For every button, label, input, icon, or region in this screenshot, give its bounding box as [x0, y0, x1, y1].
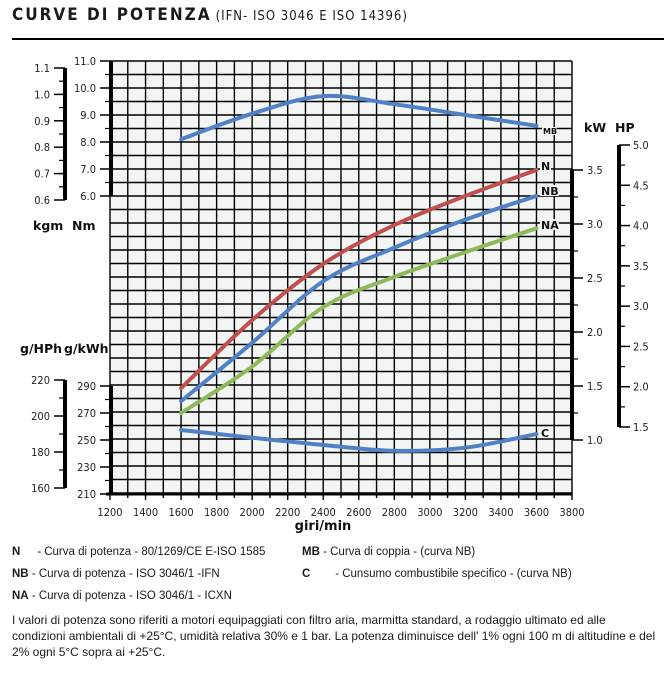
- curve-na: [179, 226, 539, 415]
- nm-axis-tick-label: 10.0: [74, 82, 96, 95]
- gkwh-axis-label: g/kWh: [64, 341, 109, 356]
- curve-label-nb: NB: [541, 185, 559, 198]
- x-tick-label: 3800: [559, 506, 584, 519]
- gkwh-axis-tick-label: 290: [77, 380, 96, 393]
- nm-axis-tick-label: 9.0: [80, 109, 96, 122]
- x-tick-label: 3400: [488, 506, 513, 519]
- nm-axis-tick-label: 6.0: [80, 190, 96, 203]
- kw-axis-label: kW: [584, 120, 606, 135]
- legend-item-n: N - Curva di potenza - 80/1269/CE E-ISO …: [12, 546, 266, 558]
- x-tick-label: 2800: [382, 506, 407, 519]
- kw-axis-tick-label: 2.0: [587, 326, 603, 339]
- curve-label-n: N: [541, 160, 550, 173]
- curve-nb: [179, 193, 539, 404]
- ghph-axis-tick-label: 220: [31, 374, 50, 387]
- hp-axis-tick-label: 2.5: [633, 340, 649, 353]
- curve-label-bg: [540, 427, 551, 438]
- x-tick-label: 3200: [453, 506, 478, 519]
- hp-axis-tick-label: 3.5: [633, 260, 649, 273]
- x-tick-label: 2400: [311, 506, 336, 519]
- curve-label-bg: [540, 185, 559, 196]
- nm-axis-tick-label: 7.0: [80, 163, 96, 176]
- gkwh-axis-tick-label: 230: [77, 461, 96, 474]
- page-title: CURVE DI POTENZA (IFN- ISO 3046 E ISO 143…: [12, 5, 408, 25]
- x-tick-label: 2200: [275, 506, 300, 519]
- curve-n: [179, 168, 539, 391]
- kgm-axis-tick-label: 0.8: [34, 141, 50, 154]
- x-tick-label: 3600: [524, 506, 549, 519]
- kgm-axis-tick-label: 0.6: [34, 194, 50, 207]
- x-tick-label: 2000: [240, 506, 265, 519]
- kgm-axis-tick-label: 0.9: [34, 115, 50, 128]
- footnote: I valori di potenza sono riferiti a moto…: [12, 613, 656, 659]
- x-axis-label: giri/min: [295, 519, 352, 534]
- hp-axis-tick-label: 4.5: [633, 179, 649, 192]
- curve-mb: [179, 93, 539, 142]
- curve-label-na: NA: [541, 219, 559, 232]
- ghph-axis-label: g/HPh: [20, 341, 62, 356]
- hp-axis-tick-label: 5.0: [633, 139, 649, 152]
- chart-subtitle: (IFN- ISO 3046 E ISO 14396): [215, 9, 408, 24]
- x-tick-label: 1200: [97, 506, 122, 519]
- x-tick-label: 3000: [417, 506, 442, 519]
- hp-axis-label: HP: [615, 120, 635, 135]
- hp-axis-tick-label: 4.0: [633, 220, 649, 233]
- nm-axis-label: Nm: [72, 218, 96, 233]
- x-tick-label: 1800: [204, 506, 229, 519]
- curve-label-c: C: [541, 427, 549, 440]
- curve-label-mb: MB: [543, 127, 557, 136]
- hp-axis-tick-label: 1.5: [633, 421, 649, 434]
- kw-axis-tick-label: 3.5: [587, 164, 603, 177]
- hp-axis-tick-label: 3.0: [633, 300, 649, 313]
- kgm-axis-tick-label: 1.1: [34, 62, 50, 75]
- ghph-axis-tick-label: 180: [31, 446, 50, 459]
- gkwh-axis-tick-label: 210: [77, 488, 96, 501]
- ghph-axis-tick-label: 200: [31, 410, 50, 423]
- legend-item-mb: MB - Curva di coppia - (curva NB): [302, 546, 476, 558]
- curve-label-bg: [540, 219, 559, 230]
- kgm-axis-tick-label: 0.7: [34, 168, 50, 181]
- legend-item-c: C - Cunsumo combustibile specifico - (cu…: [302, 568, 572, 580]
- kw-axis-tick-label: 1.0: [587, 434, 603, 447]
- legend-item-nb: NB - Curva di potenza - ISO 3046/1 -IFN: [12, 568, 220, 580]
- kw-axis-tick-label: 1.5: [587, 380, 603, 393]
- curve-label-bg: [542, 127, 557, 135]
- gkwh-axis-tick-label: 270: [77, 407, 96, 420]
- hp-axis-tick-label: 2.0: [633, 381, 649, 394]
- kw-axis-tick-label: 3.0: [587, 218, 603, 231]
- title-divider: [12, 38, 664, 40]
- chart-title: CURVE DI POTENZA: [12, 5, 212, 25]
- nm-axis-tick-label: 11.0: [74, 55, 96, 68]
- nm-axis-tick-label: 8.0: [80, 136, 96, 149]
- x-tick-label: 1400: [133, 506, 158, 519]
- kw-axis-tick-label: 2.5: [587, 272, 603, 285]
- ghph-axis-tick-label: 160: [31, 482, 50, 495]
- x-tick-label: 2600: [346, 506, 371, 519]
- gkwh-axis-tick-label: 250: [77, 434, 96, 447]
- kgm-axis-tick-label: 1.0: [34, 88, 50, 101]
- legend-item-na: NA - Curva di potenza - ISO 3046/1 - ICX…: [12, 590, 232, 602]
- curve-c: [179, 428, 539, 453]
- curve-label-bg: [540, 160, 551, 171]
- kgm-axis-label: kgm: [33, 218, 63, 233]
- x-tick-label: 1600: [168, 506, 193, 519]
